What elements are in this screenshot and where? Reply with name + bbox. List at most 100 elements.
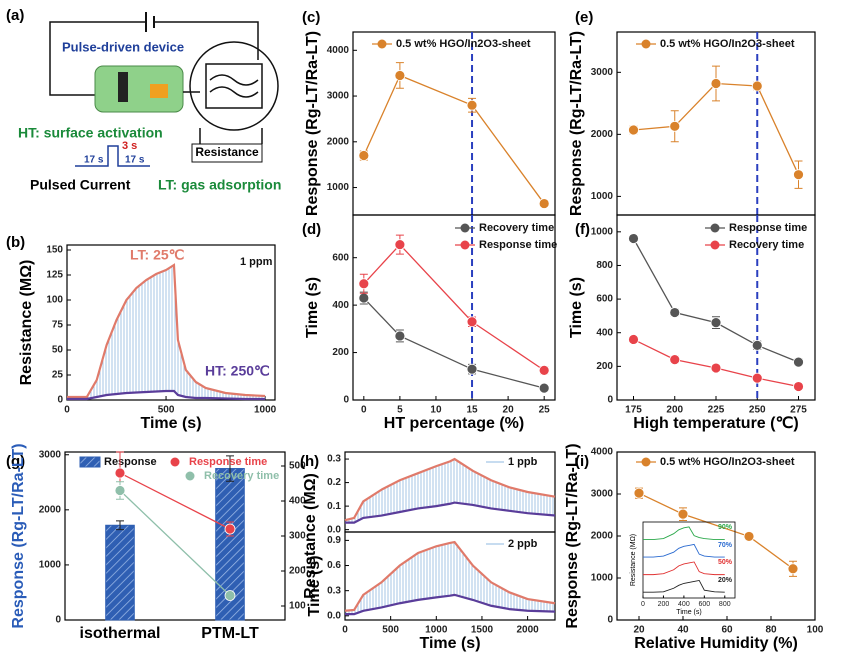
series-line xyxy=(119,490,231,596)
marker xyxy=(787,563,799,575)
panel-label: (e) xyxy=(575,9,593,26)
y-tick-label: 75 xyxy=(52,320,64,331)
panel-label: (b) xyxy=(6,234,25,251)
x-tick-label: 250 xyxy=(749,405,766,416)
marker xyxy=(628,334,639,345)
y-tick-label: 600 xyxy=(596,294,613,305)
y-tick-label: 50 xyxy=(52,345,64,356)
series-label: HT: 250℃ xyxy=(205,363,270,379)
x-tick-label: 200 xyxy=(666,405,683,416)
marker xyxy=(669,120,681,132)
legend-label: Recovery time xyxy=(479,222,554,234)
x-tick-label: 1500 xyxy=(471,625,494,636)
y-tick-label: 0.0 xyxy=(327,524,341,535)
marker xyxy=(710,362,722,374)
x-tick-label: 15 xyxy=(466,405,478,416)
legend-swatch xyxy=(641,39,651,49)
x-tick-label: 400 xyxy=(678,601,690,608)
y-tick-label: 0 xyxy=(607,615,613,626)
plot-frame xyxy=(66,244,276,401)
panel-label: (d) xyxy=(302,221,321,238)
marker xyxy=(538,198,550,209)
marker xyxy=(114,467,126,479)
x-tick-label: 100 xyxy=(807,625,824,636)
resistance-label: Resistance xyxy=(195,145,259,159)
y-tick-label: 0 xyxy=(57,395,63,406)
marker xyxy=(628,233,639,244)
y-tick-label: 2000 xyxy=(591,531,614,542)
panel-label: (c) xyxy=(302,9,320,26)
x-tick-label: 0 xyxy=(361,405,367,416)
series-line xyxy=(119,472,231,530)
y2-tick-label: 200 xyxy=(289,566,306,577)
legend-label: 0.5 wt% HGO/In2O3-sheet xyxy=(396,38,531,50)
series-line xyxy=(363,243,545,371)
y-tick-label: 100 xyxy=(46,295,63,306)
y-tick-label: 0.0 xyxy=(327,610,341,621)
y-tick-label: 600 xyxy=(332,252,349,263)
y-tick-label: 3000 xyxy=(39,449,62,460)
x-tick-label: 0 xyxy=(641,601,645,608)
series-line xyxy=(643,526,725,540)
legend-swatch xyxy=(170,457,180,467)
y-tick-label: 0 xyxy=(55,615,61,626)
y-axis-label: Resistance (MΩ) xyxy=(630,534,637,586)
heater xyxy=(209,74,259,98)
marker xyxy=(669,307,681,318)
y-tick-label: 0 xyxy=(343,395,349,406)
series-line xyxy=(345,593,556,616)
y-tick-label: 150 xyxy=(46,245,63,256)
legend-label: Recovery time xyxy=(729,239,804,251)
y-axis-label: Time (s) xyxy=(304,277,321,338)
y-tick-label: 2000 xyxy=(39,504,62,515)
x-tick-label: 60 xyxy=(721,625,733,636)
series-line xyxy=(344,540,556,612)
x-tick-label: 40 xyxy=(677,625,689,636)
legend-swatch xyxy=(641,457,651,467)
y-tick-label: 4000 xyxy=(327,45,350,56)
y-tick-label: 2000 xyxy=(591,129,614,140)
y-tick-label: 3000 xyxy=(591,489,614,500)
y-tick-label: 200 xyxy=(332,347,349,358)
plot-frame xyxy=(352,31,556,216)
y2-tick-label: 400 xyxy=(289,496,306,507)
panel-label: (i) xyxy=(575,453,589,470)
series-label: 70% xyxy=(718,542,733,549)
y-axis-label: Response (Rg-LT/Ra-LT) xyxy=(304,31,321,216)
pulse-time: 3 s xyxy=(122,140,137,152)
ht-label: HT: surface activation xyxy=(18,125,163,141)
plot-frame xyxy=(616,31,816,216)
y-axis-label: Response (Rg-LT/Ra-LT) xyxy=(568,31,585,216)
x-tick-label: 200 xyxy=(658,601,670,608)
y-tick-label: 0.3 xyxy=(327,585,341,596)
y-tick-label: 0.6 xyxy=(327,560,341,571)
marker xyxy=(669,354,681,366)
signal-fill xyxy=(67,265,266,399)
y-tick-label: 3000 xyxy=(591,67,614,78)
x-tick-label: 600 xyxy=(698,601,710,608)
y-axis-label: Response (Rg-LT/Ra-LT) xyxy=(10,443,27,628)
error-bar xyxy=(226,455,234,482)
y-tick-label: 1000 xyxy=(591,573,614,584)
y-tick-label: 200 xyxy=(596,361,613,372)
series-line xyxy=(363,74,545,204)
y-tick-label: 0.2 xyxy=(327,477,341,488)
y-tick-label: 0.9 xyxy=(327,535,341,546)
marker xyxy=(114,485,126,496)
device-chip xyxy=(118,72,128,102)
series-label: 50% xyxy=(718,559,733,566)
x-tick-label: 500 xyxy=(158,405,175,416)
legend-swatch xyxy=(377,39,387,49)
y-tick-label: 800 xyxy=(596,260,613,271)
x-tick-label: 500 xyxy=(382,625,399,636)
y-tick-label: 1000 xyxy=(591,191,614,202)
bar xyxy=(105,524,135,621)
device xyxy=(94,65,184,113)
legend-swatch xyxy=(460,223,470,233)
marker xyxy=(793,381,804,392)
y-tick-label: 4000 xyxy=(591,447,614,458)
y-tick-label: 0.3 xyxy=(327,454,341,465)
diagram: (a) Resistance Pulse-driven device HT: s… xyxy=(6,7,281,193)
marker xyxy=(358,292,370,304)
marker xyxy=(394,330,406,342)
